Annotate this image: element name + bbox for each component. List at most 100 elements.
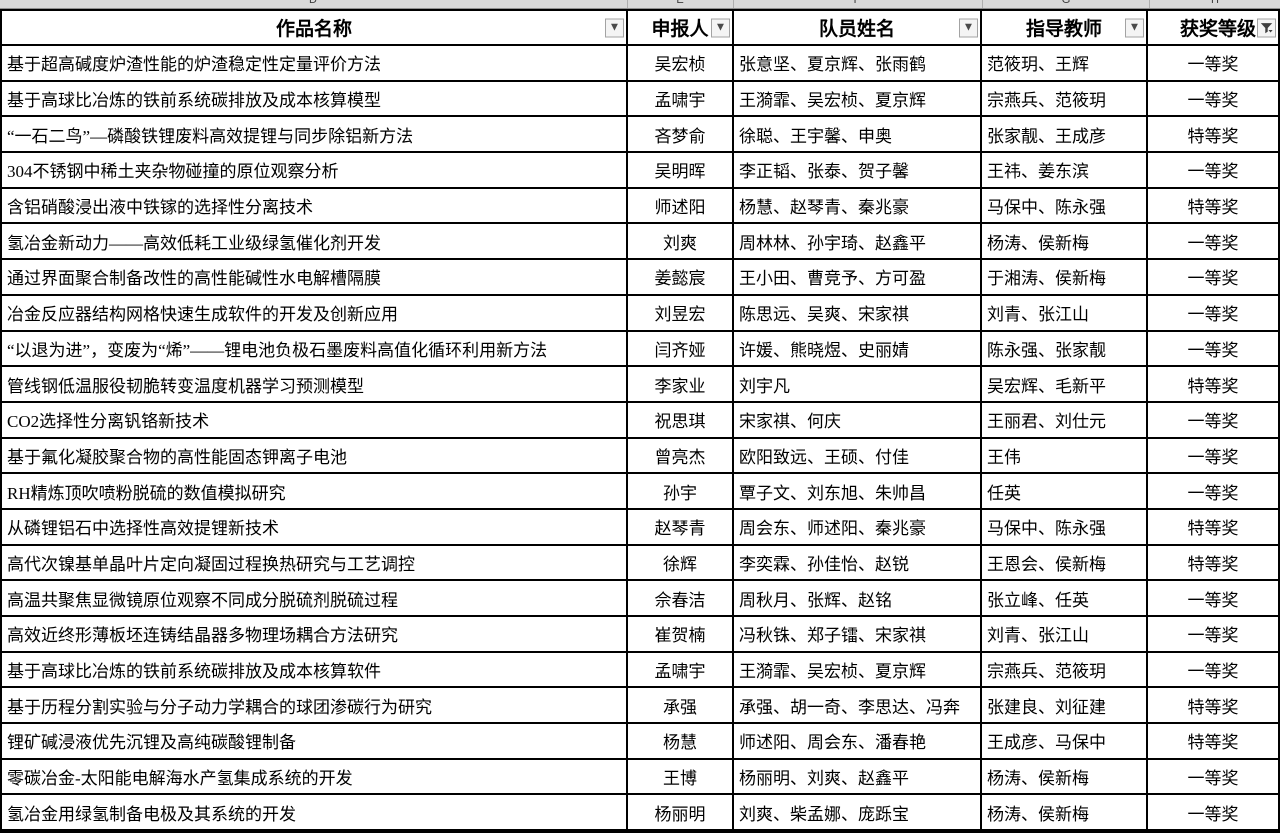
cell-team-members[interactable]: 张意坚、夏京辉、张雨鹤 xyxy=(734,46,982,82)
cell-award-level[interactable]: 一等奖 xyxy=(1148,153,1278,189)
cell-applicant[interactable]: 刘爽 xyxy=(628,224,734,261)
cell-team-members[interactable]: 冯秋铢、郑子镭、宋家祺 xyxy=(734,617,982,653)
cell-award-level[interactable]: 特等奖 xyxy=(1148,117,1278,154)
filter-dropdown-button[interactable]: ▼ xyxy=(605,18,624,37)
cell-award-level[interactable]: 一等奖 xyxy=(1148,438,1278,475)
cell-advisors[interactable]: 王伟 xyxy=(982,438,1148,475)
cell-team-members[interactable]: 周会东、师述阳、秦兆豪 xyxy=(734,509,982,546)
cell-award-level[interactable]: 一等奖 xyxy=(1148,295,1278,332)
cell-advisors[interactable]: 王祎、姜东滨 xyxy=(982,153,1148,189)
cell-work-title[interactable]: 管线钢低温服役韧脆转变温度机器学习预测模型 xyxy=(2,367,628,403)
cell-advisors[interactable]: 王丽君、刘仕元 xyxy=(982,402,1148,439)
cell-advisors[interactable]: 杨涛、侯新梅 xyxy=(982,224,1148,261)
cell-work-title[interactable]: 锂矿碱浸液优先沉锂及高纯碳酸锂制备 xyxy=(2,724,628,760)
column-letter[interactable]: H xyxy=(1211,0,1219,6)
column-letter[interactable]: G xyxy=(1061,0,1071,6)
cell-applicant[interactable]: 孙宇 xyxy=(628,474,734,510)
cell-applicant[interactable]: 刘昱宏 xyxy=(628,295,734,332)
cell-applicant[interactable]: 孟啸宇 xyxy=(628,652,734,689)
cell-work-title[interactable]: 冶金反应器结构网格快速生成软件的开发及创新应用 xyxy=(2,295,628,332)
cell-award-level[interactable]: 一等奖 xyxy=(1148,652,1278,689)
cell-work-title[interactable]: 氢冶金用绿氢制备电极及其系统的开发 xyxy=(2,795,628,832)
cell-work-title[interactable]: 基于历程分割实验与分子动力学耦合的球团渗碳行为研究 xyxy=(2,688,628,725)
cell-work-title[interactable]: 高温共聚焦显微镜原位观察不同成分脱硫剂脱硫过程 xyxy=(2,581,628,617)
cell-applicant[interactable]: 徐辉 xyxy=(628,545,734,582)
cell-advisors[interactable]: 吴宏辉、毛新平 xyxy=(982,367,1148,403)
cell-award-level[interactable]: 特等奖 xyxy=(1148,545,1278,582)
cell-award-level[interactable]: 一等奖 xyxy=(1148,759,1278,796)
cell-applicant[interactable]: 曾亮杰 xyxy=(628,438,734,475)
cell-applicant[interactable]: 王博 xyxy=(628,759,734,796)
cell-award-level[interactable]: 一等奖 xyxy=(1148,795,1278,832)
cell-award-level[interactable]: 一等奖 xyxy=(1148,331,1278,368)
cell-work-title[interactable]: 通过界面聚合制备改性的高性能碱性水电解槽隔膜 xyxy=(2,260,628,296)
cell-award-level[interactable]: 特等奖 xyxy=(1148,509,1278,546)
cell-award-level[interactable]: 特等奖 xyxy=(1148,188,1278,225)
cell-applicant[interactable]: 佘春洁 xyxy=(628,581,734,617)
cell-team-members[interactable]: 承强、胡一奇、李思达、冯奔 xyxy=(734,688,982,725)
cell-advisors[interactable]: 陈永强、张家靓 xyxy=(982,331,1148,368)
cell-advisors[interactable]: 张家靓、王成彦 xyxy=(982,117,1148,154)
cell-applicant[interactable]: 崔贺楠 xyxy=(628,617,734,653)
cell-work-title[interactable]: 从磷锂铝石中选择性高效提锂新技术 xyxy=(2,509,628,546)
cell-award-level[interactable]: 一等奖 xyxy=(1148,260,1278,296)
cell-work-title[interactable]: 基于超高碱度炉渣性能的炉渣稳定性定量评价方法 xyxy=(2,46,628,82)
cell-advisors[interactable]: 宗燕兵、范筱玥 xyxy=(982,81,1148,118)
cell-work-title[interactable]: 高效近终形薄板坯连铸结晶器多物理场耦合方法研究 xyxy=(2,617,628,653)
cell-applicant[interactable]: 吴明晖 xyxy=(628,153,734,189)
cell-award-level[interactable]: 特等奖 xyxy=(1148,688,1278,725)
filter-funnel-button[interactable] xyxy=(1257,18,1276,37)
cell-advisors[interactable]: 张立峰、任英 xyxy=(982,581,1148,617)
cell-team-members[interactable]: 宋家祺、何庆 xyxy=(734,402,982,439)
cell-work-title[interactable]: RH精炼顶吹喷粉脱硫的数值模拟研究 xyxy=(2,474,628,510)
cell-applicant[interactable]: 吝梦俞 xyxy=(628,117,734,154)
cell-work-title[interactable]: 零碳冶金-太阳能电解海水产氢集成系统的开发 xyxy=(2,759,628,796)
filter-dropdown-button[interactable]: ▼ xyxy=(1125,18,1144,37)
cell-advisors[interactable]: 王恩会、侯新梅 xyxy=(982,545,1148,582)
cell-work-title[interactable]: 高代次镍基单晶叶片定向凝固过程换热研究与工艺调控 xyxy=(2,545,628,582)
cell-applicant[interactable]: 赵琴青 xyxy=(628,509,734,546)
cell-advisors[interactable]: 张建良、刘征建 xyxy=(982,688,1148,725)
cell-applicant[interactable]: 杨丽明 xyxy=(628,795,734,832)
column-letter[interactable]: F xyxy=(853,0,861,6)
cell-advisors[interactable]: 马保中、陈永强 xyxy=(982,509,1148,546)
cell-team-members[interactable]: 杨丽明、刘爽、赵鑫平 xyxy=(734,759,982,796)
cell-award-level[interactable]: 一等奖 xyxy=(1148,402,1278,439)
cell-team-members[interactable]: 师述阳、周会东、潘春艳 xyxy=(734,724,982,760)
cell-advisors[interactable]: 宗燕兵、范筱玥 xyxy=(982,652,1148,689)
cell-applicant[interactable]: 祝思琪 xyxy=(628,402,734,439)
cell-team-members[interactable]: 王小田、曹竞予、方可盈 xyxy=(734,260,982,296)
cell-applicant[interactable]: 师述阳 xyxy=(628,188,734,225)
cell-applicant[interactable]: 李家业 xyxy=(628,367,734,403)
cell-advisors[interactable]: 马保中、陈永强 xyxy=(982,188,1148,225)
cell-applicant[interactable]: 孟啸宇 xyxy=(628,81,734,118)
cell-work-title[interactable]: “一石二鸟”—磷酸铁锂废料高效提锂与同步除铝新方法 xyxy=(2,117,628,154)
cell-advisors[interactable]: 杨涛、侯新梅 xyxy=(982,759,1148,796)
column-letter[interactable]: E xyxy=(676,0,684,6)
cell-award-level[interactable]: 一等奖 xyxy=(1148,617,1278,653)
cell-team-members[interactable]: 徐聪、王宇馨、申奥 xyxy=(734,117,982,154)
cell-award-level[interactable]: 一等奖 xyxy=(1148,46,1278,82)
cell-advisors[interactable]: 于湘涛、侯新梅 xyxy=(982,260,1148,296)
cell-team-members[interactable]: 李奕霖、孙佳怡、赵锐 xyxy=(734,545,982,582)
cell-applicant[interactable]: 闫齐娅 xyxy=(628,331,734,368)
filter-dropdown-button[interactable]: ▼ xyxy=(959,18,978,37)
cell-advisors[interactable]: 杨涛、侯新梅 xyxy=(982,795,1148,832)
cell-team-members[interactable]: 周秋月、张辉、赵铭 xyxy=(734,581,982,617)
cell-award-level[interactable]: 特等奖 xyxy=(1148,367,1278,403)
cell-advisors[interactable]: 刘青、张江山 xyxy=(982,295,1148,332)
cell-work-title[interactable]: “以退为进”，变废为“烯”——锂电池负极石墨废料高值化循环利用新方法 xyxy=(2,331,628,368)
cell-award-level[interactable]: 一等奖 xyxy=(1148,581,1278,617)
cell-team-members[interactable]: 刘宇凡 xyxy=(734,367,982,403)
cell-team-members[interactable]: 陈思远、吴爽、宋家祺 xyxy=(734,295,982,332)
cell-team-members[interactable]: 欧阳致远、王硕、付佳 xyxy=(734,438,982,475)
cell-applicant[interactable]: 姜懿宸 xyxy=(628,260,734,296)
cell-team-members[interactable]: 周林林、孙宇琦、赵鑫平 xyxy=(734,224,982,261)
cell-award-level[interactable]: 一等奖 xyxy=(1148,224,1278,261)
cell-team-members[interactable]: 王漪霏、吴宏桢、夏京辉 xyxy=(734,652,982,689)
column-letter[interactable]: D xyxy=(309,0,317,6)
cell-work-title[interactable]: 基于高球比冶炼的铁前系统碳排放及成本核算模型 xyxy=(2,81,628,118)
cell-team-members[interactable]: 刘爽、柴孟娜、庞跞宝 xyxy=(734,795,982,832)
cell-team-members[interactable]: 覃子文、刘东旭、朱帅昌 xyxy=(734,474,982,510)
filter-dropdown-button[interactable]: ▼ xyxy=(711,18,730,37)
